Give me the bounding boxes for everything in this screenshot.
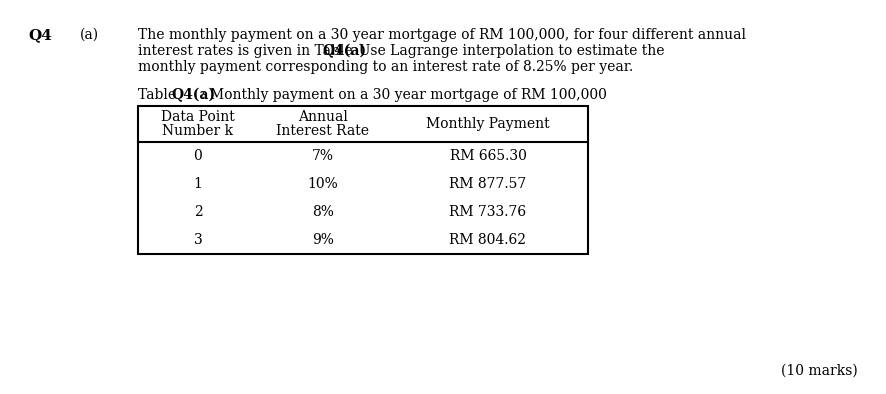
Text: The monthly payment on a 30 year mortgage of RM 100,000, for four different annu: The monthly payment on a 30 year mortgag… xyxy=(138,28,746,42)
Text: RM 877.57: RM 877.57 xyxy=(449,177,526,191)
Text: RM 804.62: RM 804.62 xyxy=(449,233,526,247)
Text: Q4(a): Q4(a) xyxy=(172,88,215,102)
Text: : Monthly payment on a 30 year mortgage of RM 100,000: : Monthly payment on a 30 year mortgage … xyxy=(201,88,607,102)
Text: . Use Lagrange interpolation to estimate the: . Use Lagrange interpolation to estimate… xyxy=(350,44,664,58)
Text: Interest Rate: Interest Rate xyxy=(276,124,369,138)
Text: Monthly Payment: Monthly Payment xyxy=(426,117,550,131)
Text: (a): (a) xyxy=(80,28,99,42)
Bar xyxy=(138,106,588,254)
Text: 9%: 9% xyxy=(312,233,334,247)
Text: monthly payment corresponding to an interest rate of 8.25% per year.: monthly payment corresponding to an inte… xyxy=(138,60,633,74)
Text: 0: 0 xyxy=(194,149,202,163)
Text: 8%: 8% xyxy=(312,205,334,219)
Text: 7%: 7% xyxy=(312,149,334,163)
Text: 3: 3 xyxy=(194,233,202,247)
Text: Table: Table xyxy=(138,88,181,102)
Text: Q4: Q4 xyxy=(28,28,52,42)
Text: interest rates is given in Table: interest rates is given in Table xyxy=(138,44,357,58)
Text: 1: 1 xyxy=(193,177,202,191)
Text: 2: 2 xyxy=(194,205,202,219)
Text: 10%: 10% xyxy=(307,177,338,191)
Text: Data Point: Data Point xyxy=(161,110,235,124)
Text: RM 733.76: RM 733.76 xyxy=(449,205,526,219)
Text: Annual: Annual xyxy=(298,110,348,124)
Text: (10 marks): (10 marks) xyxy=(781,364,858,378)
Text: Number k: Number k xyxy=(162,124,234,138)
Text: RM 665.30: RM 665.30 xyxy=(449,149,526,163)
Text: Q4(a): Q4(a) xyxy=(323,44,366,58)
